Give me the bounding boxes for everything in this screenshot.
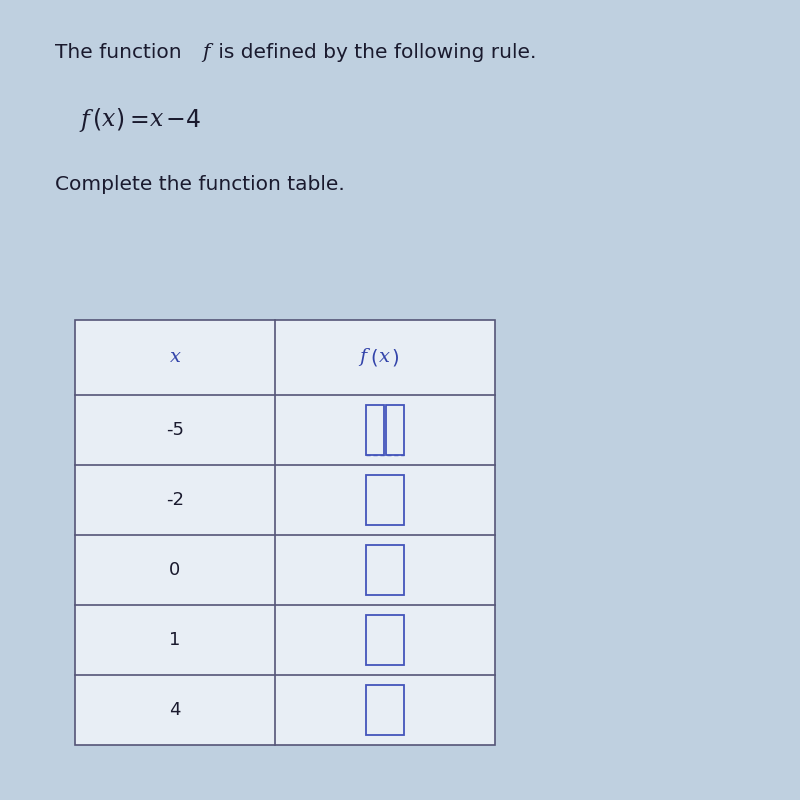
Bar bbox=[366, 405, 384, 455]
Text: 4: 4 bbox=[186, 108, 201, 132]
Text: -2: -2 bbox=[166, 491, 184, 509]
Text: =: = bbox=[130, 108, 150, 132]
Text: x: x bbox=[170, 349, 181, 366]
Text: (: ( bbox=[93, 108, 102, 132]
Text: −: − bbox=[166, 108, 186, 132]
Text: 0: 0 bbox=[170, 561, 181, 579]
Text: x: x bbox=[378, 349, 390, 366]
Text: ): ) bbox=[391, 348, 399, 367]
Text: f: f bbox=[80, 109, 89, 131]
Text: f: f bbox=[359, 349, 366, 366]
Text: x: x bbox=[150, 109, 163, 131]
Bar bbox=[75, 320, 495, 745]
Text: f: f bbox=[202, 42, 210, 62]
Text: ): ) bbox=[115, 108, 124, 132]
Text: (: ( bbox=[370, 348, 378, 367]
Text: The function: The function bbox=[55, 42, 188, 62]
Bar bbox=[366, 615, 404, 665]
Bar bbox=[366, 685, 404, 735]
Text: 4: 4 bbox=[170, 701, 181, 719]
Text: Complete the function table.: Complete the function table. bbox=[55, 175, 345, 194]
Text: -5: -5 bbox=[166, 421, 184, 439]
Text: is defined by the following rule.: is defined by the following rule. bbox=[212, 42, 536, 62]
Bar bbox=[366, 545, 404, 595]
Text: x: x bbox=[102, 109, 115, 131]
Text: 1: 1 bbox=[170, 631, 181, 649]
Bar bbox=[366, 475, 404, 525]
Bar bbox=[386, 405, 404, 455]
